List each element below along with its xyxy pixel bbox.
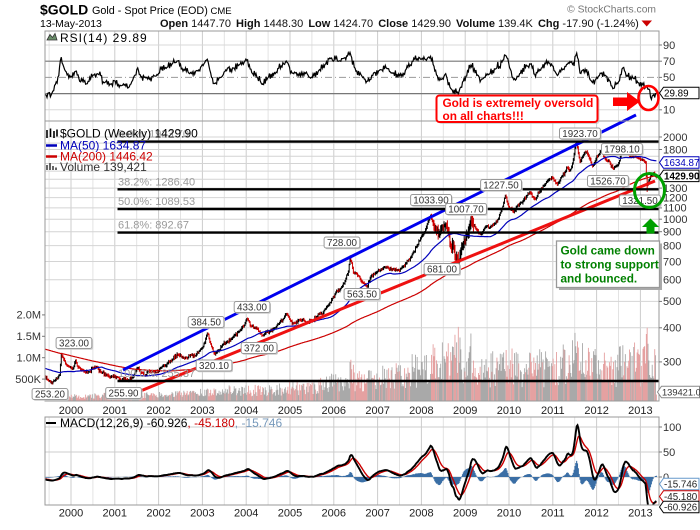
svg-text:100: 100 [663,422,681,434]
svg-text:563.50: 563.50 [347,290,378,301]
svg-text:2006: 2006 [322,508,346,520]
svg-text:61.8%: 892.67: 61.8%: 892.67 [118,220,189,232]
svg-text:-15.746: -15.746 [664,480,698,491]
svg-text:RSI(14) 29.89: RSI(14) 29.89 [60,31,148,45]
svg-text:2000: 2000 [663,132,687,144]
svg-text:2000: 2000 [59,508,83,520]
svg-text:CME: CME [211,6,232,17]
svg-text:2001: 2001 [103,405,127,417]
svg-text:MA(200) 1446.42: MA(200) 1446.42 [60,150,153,164]
svg-text:2002: 2002 [146,508,170,520]
svg-text:1798.10: 1798.10 [604,145,640,156]
svg-text:900: 900 [663,227,681,239]
svg-text:500K: 500K [15,374,41,386]
svg-text:2012: 2012 [584,405,608,417]
svg-text:50.0%: 1089.53: 50.0%: 1089.53 [118,196,195,208]
svg-text:1429.90: 1429.90 [664,171,700,182]
svg-text:400: 400 [663,323,681,335]
svg-text:2004: 2004 [234,508,258,520]
svg-text:1526.70: 1526.70 [590,177,626,188]
svg-text:2012: 2012 [584,508,608,520]
svg-text:2001: 2001 [103,508,127,520]
svg-text:2007: 2007 [365,508,389,520]
svg-text:Gold is extremely oversold: Gold is extremely oversold [443,96,594,110]
svg-text:433.00: 433.00 [237,303,268,314]
svg-text:50: 50 [663,72,675,84]
svg-text:and bounced.: and bounced. [561,272,638,286]
svg-text:70: 70 [663,56,675,68]
svg-text:500: 500 [663,296,681,308]
svg-text:Open 1447.70 High 1448.30 Low: Open 1447.70 High 1448.30 Low 1424.70 Cl… [160,18,639,30]
svg-text:Volume 139,421: Volume 139,421 [60,160,147,174]
svg-text:-45.180: -45.180 [664,492,698,503]
svg-text:2005: 2005 [278,508,302,520]
svg-text:90: 90 [663,40,675,52]
svg-text:1800: 1800 [663,144,687,156]
svg-text:1007.70: 1007.70 [448,205,484,216]
svg-text:to strong support: to strong support [561,258,659,272]
svg-text:1227.50: 1227.50 [483,181,519,192]
svg-text:2000: 2000 [59,405,83,417]
svg-text:2003: 2003 [190,508,214,520]
svg-text:38.2%: 1286.40: 38.2%: 1286.40 [118,176,195,188]
svg-text:© StockCharts.com: © StockCharts.com [567,5,656,16]
svg-text:$GOLD: $GOLD [40,2,88,18]
svg-text:253.20: 253.20 [35,390,66,401]
svg-text:255.90: 255.90 [109,389,140,400]
svg-text:300: 300 [663,357,681,369]
svg-text:on all charts!!!: on all charts!!! [443,109,524,123]
svg-text:1300: 1300 [663,183,687,195]
svg-text:600: 600 [663,275,681,287]
svg-text:1000: 1000 [663,214,687,226]
svg-text:2010: 2010 [497,508,521,520]
svg-text:2009: 2009 [453,405,477,417]
svg-text:13-May-2013: 13-May-2013 [40,18,102,30]
svg-text:0.0%: 1923.70: 0.0%: 1923.70 [118,129,189,141]
svg-text:-60.926: -60.926 [664,503,698,514]
svg-text:2013: 2013 [628,405,652,417]
svg-text:2008: 2008 [409,405,433,417]
svg-text:1200: 1200 [663,192,687,204]
svg-text:800: 800 [663,240,681,252]
svg-text:2007: 2007 [365,405,389,417]
svg-text:2.0M: 2.0M [17,310,41,322]
svg-text:372.00: 372.00 [244,344,275,355]
svg-text:1321.50: 1321.50 [622,196,658,207]
svg-text:Gold - Spot Price (EOD): Gold - Spot Price (EOD) [92,5,208,17]
svg-text:29.89: 29.89 [664,89,689,100]
svg-text:2013: 2013 [628,508,652,520]
svg-text:681.00: 681.00 [427,265,458,276]
svg-text:MACD(12,26,9) -60.926, -45.180: MACD(12,26,9) -60.926, -45.180, -15.746 [60,416,282,430]
svg-text:2004: 2004 [234,405,258,417]
svg-text:10: 10 [663,105,675,117]
svg-text:1100: 1100 [663,203,687,215]
svg-text:$GOLD (Weekly) 1429.90: $GOLD (Weekly) 1429.90 [60,127,198,141]
svg-text:728.00: 728.00 [327,238,358,249]
svg-text:MA(50) 1634.87: MA(50) 1634.87 [60,139,146,153]
svg-text:50: 50 [663,447,675,459]
svg-text:139421.0: 139421.0 [662,388,700,398]
svg-text:1.5M: 1.5M [17,331,41,343]
svg-text:1033.90: 1033.90 [413,196,449,207]
svg-text:2003: 2003 [190,405,214,417]
svg-text:700: 700 [663,256,681,268]
svg-text:320.10: 320.10 [199,361,230,372]
svg-text:323.00: 323.00 [59,339,90,350]
svg-text:100.0%: 255.37: 100.0%: 255.37 [118,368,195,380]
svg-text:Gold came down: Gold came down [561,244,655,258]
svg-text:2011: 2011 [541,405,565,417]
svg-text:2009: 2009 [453,508,477,520]
svg-text:2008: 2008 [409,508,433,520]
svg-text:1.0M: 1.0M [17,353,41,365]
svg-text:1923.70: 1923.70 [562,129,598,140]
svg-text:2006: 2006 [322,405,346,417]
svg-text:2005: 2005 [278,405,302,417]
svg-text:2010: 2010 [497,405,521,417]
svg-text:2011: 2011 [541,508,565,520]
svg-text:2002: 2002 [146,405,170,417]
svg-text:384.50: 384.50 [191,318,222,329]
svg-text:1634.87: 1634.87 [664,158,699,169]
